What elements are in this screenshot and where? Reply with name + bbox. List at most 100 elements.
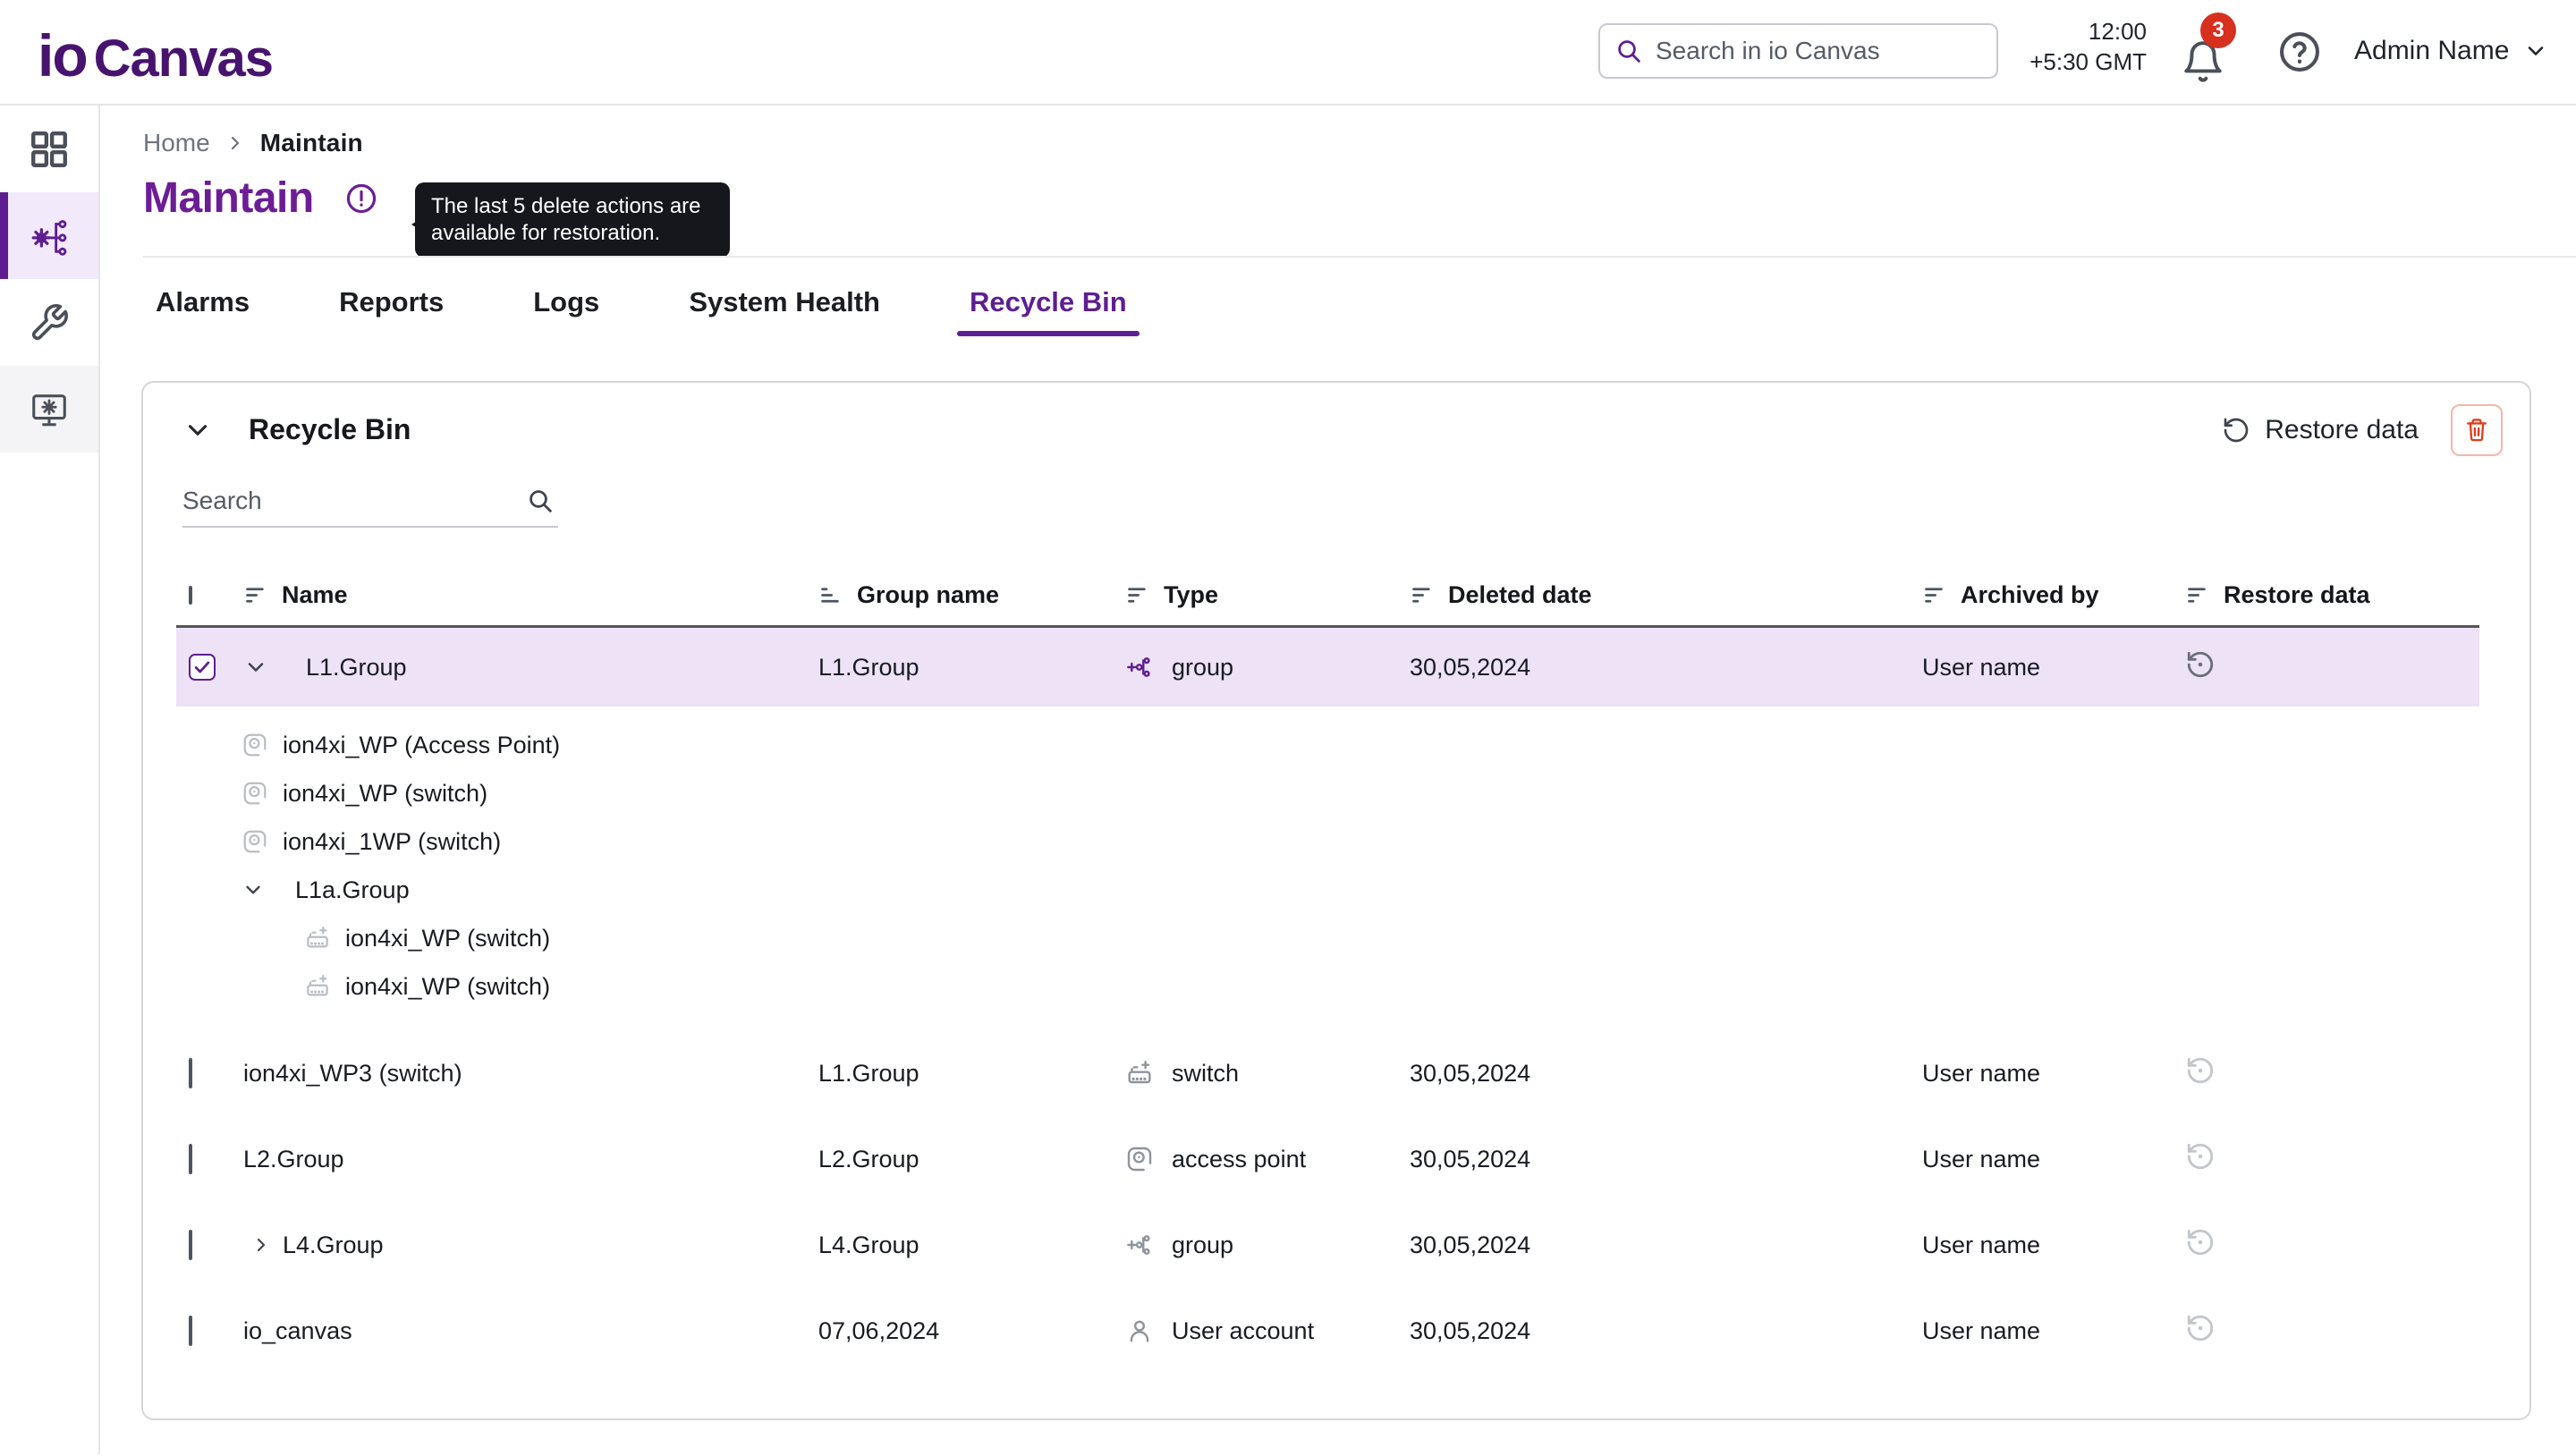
row-expand-chevron[interactable] (243, 655, 268, 680)
search-icon (1614, 37, 1643, 65)
column-header-type[interactable]: Type (1125, 581, 1410, 609)
sidebar-item-automation[interactable] (0, 192, 98, 279)
restore-row-icon[interactable] (2185, 649, 2216, 680)
table-row[interactable]: L4.Group L4.Group group 30,05,2024 User … (176, 1202, 2479, 1288)
row-group-name: 07,06,2024 (818, 1316, 940, 1344)
tree-item[interactable]: ion4xi_WP (switch) (176, 962, 2479, 1011)
row-type: group (1172, 1231, 1234, 1258)
table-search[interactable] (182, 476, 558, 528)
column-header-deleted-date[interactable]: Deleted date (1410, 581, 1922, 609)
help-icon (2276, 29, 2323, 75)
row-archived-by: User name (1922, 1145, 2041, 1172)
panel-collapse-button[interactable] (182, 415, 213, 445)
restore-data-label: Restore data (2265, 415, 2419, 444)
system-monitor-icon (29, 389, 70, 430)
trash-icon (2462, 416, 2491, 444)
table-row[interactable]: L1.Group L1.Group group 30,05,2024 User … (176, 628, 2479, 707)
row-group-name: L1.Group (818, 1059, 919, 1087)
user-menu[interactable]: Admin Name (2354, 36, 2548, 66)
tab-bar: Alarms Reports Logs System Health Recycl… (143, 281, 1140, 336)
table-search-input[interactable] (182, 476, 515, 526)
column-header-restore-data[interactable]: Restore data (2185, 581, 2479, 609)
row-name: io_canvas (243, 1316, 352, 1344)
tree-item[interactable]: ion4xi_WP (switch) (176, 769, 2479, 817)
logo-io-mark: io (38, 22, 89, 89)
table-row[interactable]: ion4xi_WP3 (switch) L1.Group switch 30,0… (176, 1030, 2479, 1116)
sort-icon (1125, 583, 1149, 607)
group-icon (1125, 1231, 1154, 1259)
table-row[interactable]: L2.Group L2.Group access point 30,05,202… (176, 1116, 2479, 1202)
info-icon[interactable] (344, 182, 378, 216)
access-point-icon (242, 828, 268, 855)
row-deleted-date: 30,05,2024 (1410, 1316, 1531, 1344)
row-type: access point (1172, 1145, 1307, 1172)
row-checkbox[interactable] (189, 1143, 192, 1174)
chevron-down-icon (2523, 38, 2548, 63)
row-checkbox-checked[interactable] (189, 654, 216, 681)
select-all-checkbox[interactable] (189, 585, 192, 605)
sort-icon (2185, 583, 2209, 607)
tree-item-group[interactable]: L1a.Group (176, 866, 2479, 914)
logo-canvas-text: Canvas (93, 30, 274, 88)
sidebar-item-dashboard[interactable] (0, 106, 98, 192)
global-search[interactable] (1598, 23, 1998, 79)
tree-item[interactable]: ion4xi_WP (switch) (176, 914, 2479, 962)
column-header-name[interactable]: Name (243, 581, 818, 609)
restore-icon (2222, 416, 2250, 444)
sidebar-item-system[interactable] (0, 366, 98, 453)
breadcrumb-current: Maintain (259, 129, 363, 157)
table-row[interactable]: io_canvas 07,06,2024 User account 30,05,… (176, 1288, 2479, 1374)
chevron-down-icon (243, 655, 268, 680)
restore-row-icon[interactable] (2185, 1313, 2216, 1343)
tab-system-health[interactable]: System Health (689, 286, 880, 317)
switch-icon (304, 973, 331, 1000)
wrench-icon (29, 302, 70, 343)
tab-logs[interactable]: Logs (533, 286, 600, 317)
restore-data-button[interactable]: Restore data (2222, 415, 2419, 445)
row-collapsed-chevron[interactable] (250, 1234, 272, 1256)
sidebar-item-maintain[interactable] (0, 279, 98, 366)
row-checkbox[interactable] (189, 1315, 192, 1346)
tree-item[interactable]: ion4xi_1WP (switch) (176, 817, 2479, 866)
chevron-down-icon[interactable] (242, 878, 265, 902)
chevron-right-icon (250, 1234, 272, 1256)
row-checkbox[interactable] (189, 1229, 192, 1260)
global-search-input[interactable] (1656, 37, 1982, 65)
info-tooltip: The last 5 delete actions are available … (415, 182, 730, 258)
restore-row-icon[interactable] (2185, 1227, 2216, 1257)
notification-badge: 3 (2200, 13, 2236, 48)
row-deleted-date: 30,05,2024 (1410, 653, 1531, 681)
row-type: group (1172, 653, 1234, 681)
column-header-group-name[interactable]: Group name (818, 581, 1125, 609)
tab-reports[interactable]: Reports (339, 286, 445, 317)
switch-icon (304, 925, 331, 952)
row-archived-by: User name (1922, 653, 2041, 681)
row-archived-by: User name (1922, 1231, 2041, 1258)
chevron-right-icon (225, 132, 246, 154)
clock-timezone: +5:30 GMT (2029, 48, 2147, 75)
app-logo[interactable]: io Canvas (38, 21, 274, 89)
breadcrumb-home[interactable]: Home (143, 129, 210, 157)
notifications-button[interactable]: 3 (2181, 13, 2236, 84)
tab-recycle-bin[interactable]: Recycle Bin (956, 281, 1140, 336)
clock: 12:00 +5:30 GMT (1995, 16, 2147, 77)
left-sidebar (0, 106, 100, 1454)
row-archived-by: User name (1922, 1059, 2041, 1087)
restore-row-icon[interactable] (2185, 1055, 2216, 1086)
column-header-archived-by[interactable]: Archived by (1922, 581, 2185, 609)
restore-row-icon[interactable] (2185, 1141, 2216, 1172)
check-icon (192, 657, 212, 677)
row-deleted-date: 30,05,2024 (1410, 1059, 1531, 1087)
row-checkbox[interactable] (189, 1057, 192, 1088)
automation-flow-icon (29, 216, 70, 257)
sort-icon (1410, 583, 1434, 607)
tab-alarms[interactable]: Alarms (156, 286, 250, 317)
tree-item[interactable]: ion4xi_WP (Access Point) (176, 721, 2479, 769)
dashboard-grid-icon (29, 129, 70, 170)
search-icon (526, 487, 555, 515)
delete-button[interactable] (2451, 404, 2503, 456)
expanded-children: ion4xi_WP (Access Point) ion4xi_WP (swit… (176, 707, 2479, 1030)
row-group-name: L4.Group (818, 1231, 919, 1258)
help-button[interactable] (2276, 29, 2323, 75)
